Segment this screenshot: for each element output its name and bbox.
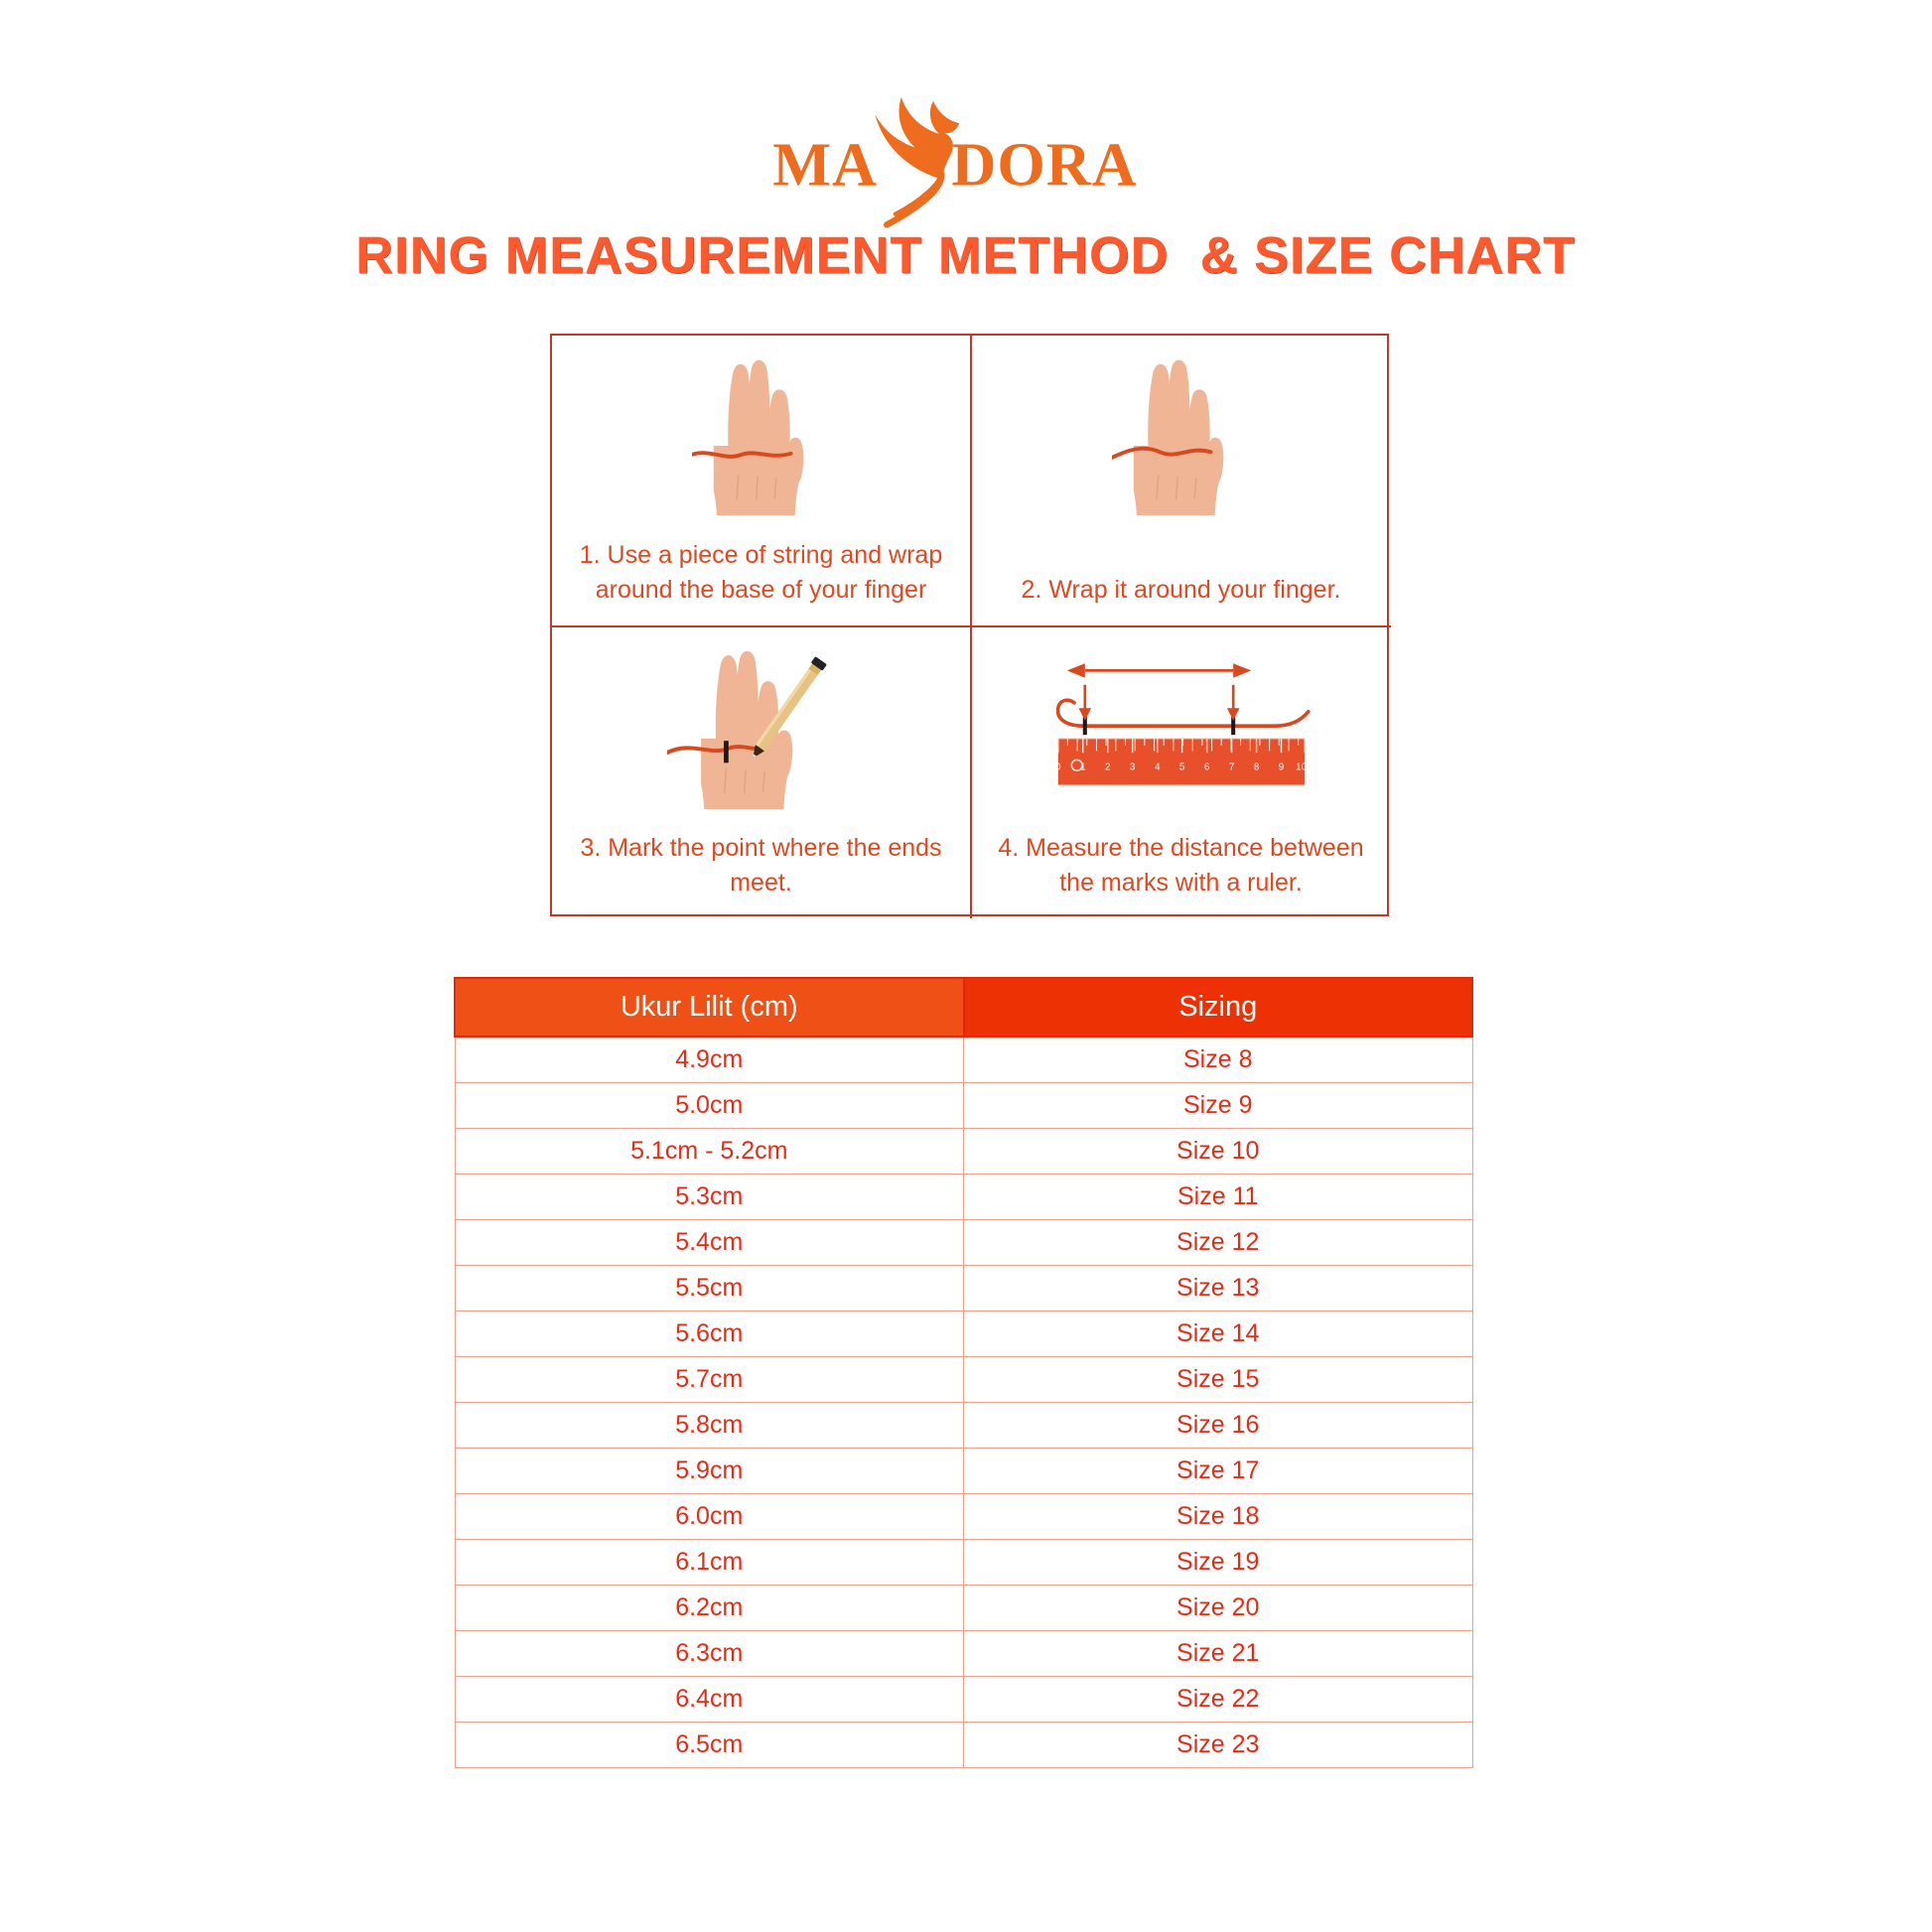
svg-text:MA: MA [772, 130, 878, 199]
svg-text:10: 10 [1296, 761, 1307, 772]
svg-text:6: 6 [1203, 761, 1209, 772]
svg-text:7: 7 [1228, 761, 1234, 772]
svg-text:9: 9 [1278, 761, 1284, 772]
svg-text:DORA: DORA [951, 130, 1137, 199]
svg-text:8: 8 [1253, 761, 1259, 772]
svg-text:0: 0 [1055, 761, 1061, 772]
svg-text:4: 4 [1154, 761, 1160, 772]
svg-text:5: 5 [1178, 761, 1184, 772]
svg-text:1: 1 [1079, 761, 1085, 772]
svg-text:3: 3 [1129, 761, 1135, 772]
svg-text:2: 2 [1105, 761, 1111, 772]
